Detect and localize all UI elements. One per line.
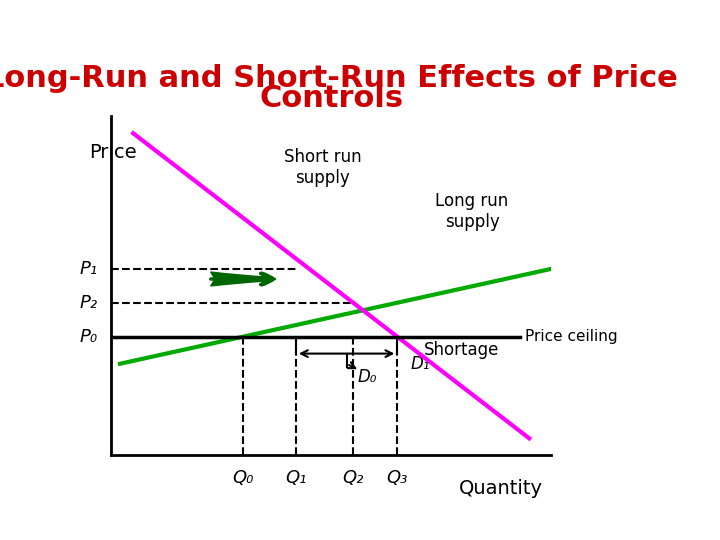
Text: Controls: Controls — [259, 84, 403, 113]
Text: Long run
supply: Long run supply — [436, 192, 508, 231]
Text: Q₁: Q₁ — [285, 469, 307, 487]
Text: Quantity: Quantity — [459, 479, 542, 498]
Text: D₁: D₁ — [410, 355, 430, 373]
Text: Shortage: Shortage — [423, 341, 499, 359]
Text: P₁: P₁ — [80, 260, 98, 278]
Text: D₀: D₀ — [358, 368, 377, 386]
Text: P₂: P₂ — [80, 294, 98, 312]
Text: P₀: P₀ — [80, 328, 98, 346]
Text: Price: Price — [89, 144, 137, 163]
Text: Q₀: Q₀ — [233, 469, 254, 487]
Text: Short run
supply: Short run supply — [284, 148, 361, 186]
Text: Long-Run and Short-Run Effects of Price: Long-Run and Short-Run Effects of Price — [0, 64, 678, 92]
Text: Q₂: Q₂ — [343, 469, 364, 487]
Text: Q₃: Q₃ — [387, 469, 408, 487]
Text: Price ceiling: Price ceiling — [525, 329, 618, 344]
